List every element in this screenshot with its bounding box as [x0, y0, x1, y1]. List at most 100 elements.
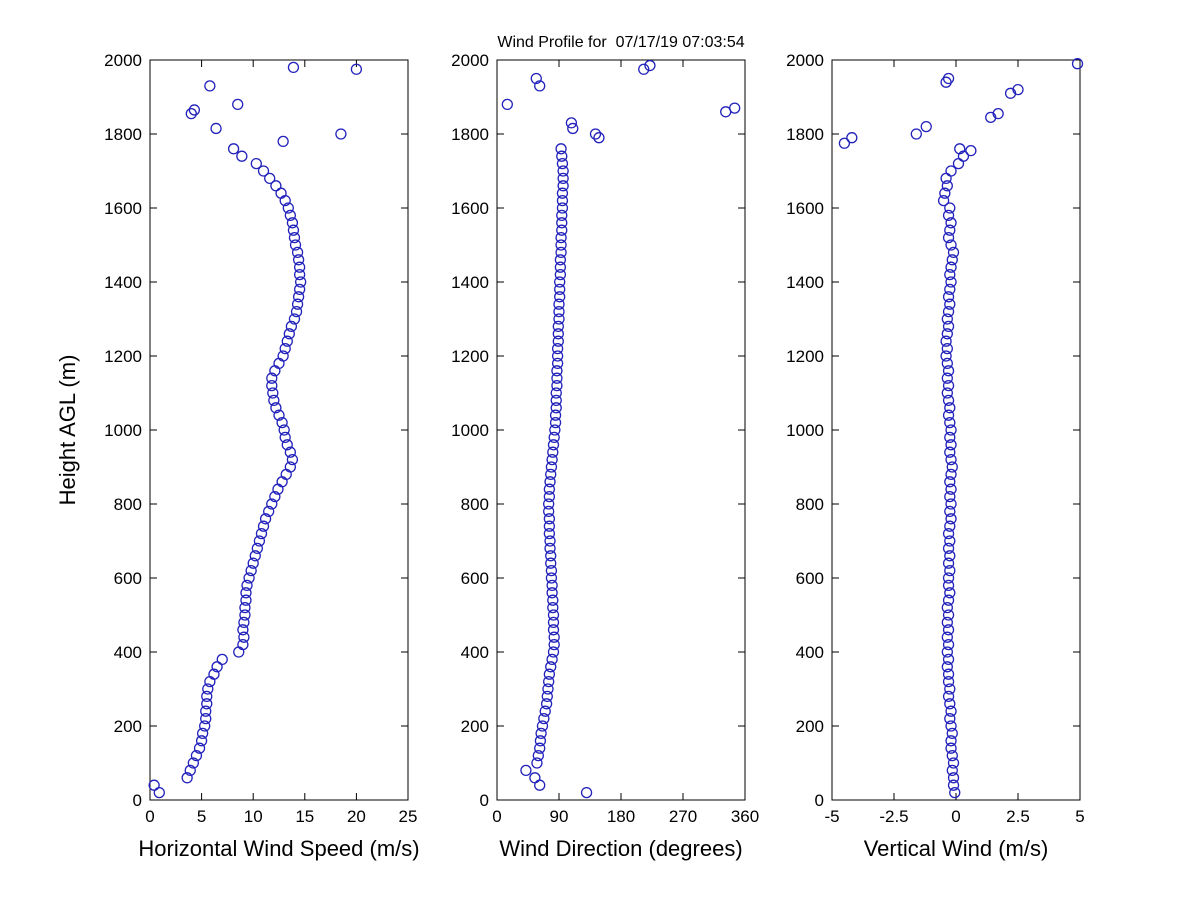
data-point [266, 372, 278, 384]
data-point [543, 513, 556, 525]
data-point [293, 268, 306, 281]
data-point [286, 453, 299, 466]
y-tick-label: 1200 [451, 347, 489, 366]
data-point [239, 609, 251, 621]
data-point [268, 394, 280, 407]
y-tick-label: 0 [815, 791, 824, 810]
data-point [188, 104, 201, 116]
data-point [199, 720, 211, 732]
data-point [534, 735, 547, 747]
data-point [945, 439, 957, 451]
y-tick-label: 1600 [786, 199, 824, 218]
data-point [529, 772, 541, 784]
data-point [288, 313, 301, 325]
data-point [531, 757, 543, 769]
data-point [257, 165, 270, 177]
data-point [295, 276, 307, 288]
data-point [546, 453, 558, 466]
data-point [292, 291, 305, 303]
data-point [945, 720, 957, 732]
y-tick-label: 1800 [451, 125, 489, 144]
y-tick-label: 1000 [786, 421, 824, 440]
data-point [536, 720, 549, 732]
data-point [548, 638, 560, 651]
data-point [208, 668, 220, 680]
data-point [944, 564, 956, 577]
data-point [944, 298, 956, 310]
y-tick-label: 1200 [104, 347, 142, 366]
data-point [554, 276, 566, 288]
data-point [550, 394, 562, 407]
data-point [259, 513, 272, 525]
data-point [237, 624, 249, 636]
data-point [269, 490, 281, 503]
data-point [520, 764, 532, 777]
data-point [257, 520, 270, 532]
x-tick-label: -5 [824, 807, 839, 826]
data-point [335, 128, 347, 140]
data-point [949, 786, 961, 799]
data-point [279, 431, 291, 444]
data-point [255, 527, 268, 540]
y-tick-label: 1800 [786, 125, 824, 144]
data-point [944, 402, 956, 414]
y-tick-label: 1400 [451, 273, 489, 292]
data-point [200, 712, 212, 725]
data-point [952, 157, 965, 170]
data-point [236, 150, 248, 162]
data-point [593, 132, 605, 144]
data-point [289, 239, 302, 251]
data-point [942, 209, 955, 222]
data-point [942, 320, 955, 333]
data-point [945, 705, 957, 717]
data-point [940, 350, 952, 362]
data-point [941, 601, 953, 614]
data-point [992, 108, 1004, 120]
data-point [285, 320, 298, 333]
y-tick-label: 400 [796, 643, 824, 662]
data-point [1071, 58, 1084, 70]
y-tick-label: 200 [114, 717, 142, 736]
data-point [945, 217, 957, 229]
data-point [556, 150, 568, 162]
data-point [551, 350, 564, 362]
y-tick-label: 1000 [104, 421, 142, 440]
data-point [941, 372, 953, 384]
data-point [556, 157, 569, 170]
data-point [263, 505, 275, 518]
data-point [942, 594, 955, 606]
data-point [293, 261, 306, 273]
data-point [277, 135, 289, 148]
data-point [543, 505, 555, 518]
y-tick-label: 0 [480, 791, 489, 810]
y-tick-label: 2000 [786, 51, 824, 70]
data-point [251, 542, 263, 555]
data-point [544, 542, 556, 555]
data-point [283, 328, 295, 340]
data-point [247, 557, 259, 569]
x-tick-label: 270 [669, 807, 697, 826]
data-point [945, 239, 957, 251]
y-tick-label: 1800 [104, 125, 142, 144]
data-point [589, 128, 602, 140]
data-point [545, 564, 558, 577]
data-point [547, 609, 560, 621]
data-point [277, 350, 289, 362]
data-point [544, 535, 556, 547]
data-point [551, 357, 564, 370]
x-tick-label: 0 [492, 807, 501, 826]
data-point [556, 217, 568, 229]
panel-vertical-wind: -5 -2.5 0 2.5 5 0 200 400 600 800 1000 1200 1400 1600… [786, 51, 1085, 861]
data-point [547, 446, 559, 458]
data-point [279, 342, 291, 355]
data-point [554, 268, 567, 281]
data-point [181, 772, 193, 784]
data-point [567, 122, 579, 135]
data-point [534, 779, 546, 791]
data-point [944, 224, 956, 236]
data-point [556, 187, 569, 199]
y-tick-label: 600 [796, 569, 824, 588]
data-point [945, 468, 957, 481]
data-point [264, 172, 276, 185]
data-point [282, 202, 294, 214]
